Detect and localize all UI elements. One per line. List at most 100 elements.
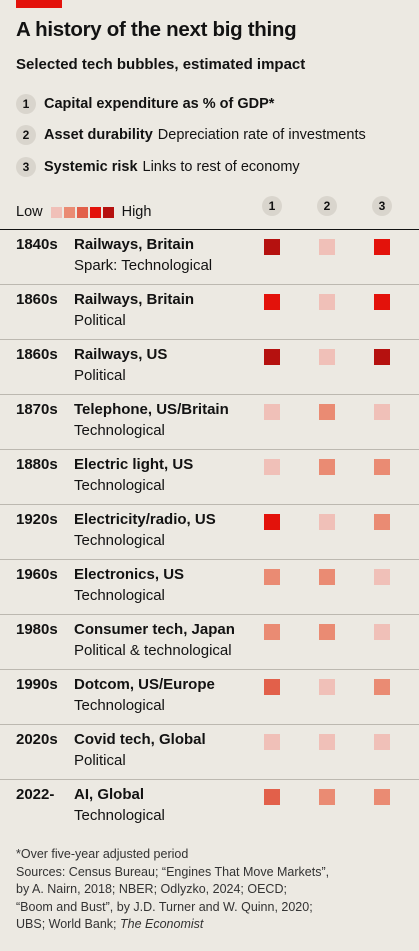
color-legend: Low High	[16, 202, 151, 222]
table-row: 1860s Railways, US Political	[0, 339, 419, 395]
impact-square-col-2	[319, 734, 335, 750]
key-number-3: 3	[16, 157, 36, 177]
row-spark: Technological	[74, 587, 165, 604]
key-number-2: 2	[16, 125, 36, 145]
row-name: Telephone, US/Britain	[74, 401, 229, 418]
table-row: 1960s Electronics, US Technological	[0, 559, 419, 615]
impact-square-col-3	[374, 239, 390, 255]
impact-square-col-2	[319, 514, 335, 530]
row-year: 1870s	[16, 401, 58, 418]
row-name: Electricity/radio, US	[74, 511, 216, 528]
footer-notes: *Over five-year adjusted period Sources:…	[16, 846, 411, 934]
sources-line-4-text: UBS; World Bank;	[16, 917, 117, 931]
row-year: 2022-	[16, 786, 55, 803]
key-item-1: 1 Capital expenditure as % of GDP*	[16, 93, 279, 115]
row-spark: Political	[74, 752, 126, 769]
table-row: 2020s Covid tech, Global Political	[0, 724, 419, 780]
sources-line-3: “Boom and Bust”, by J.D. Turner and W. Q…	[16, 899, 313, 914]
row-year: 2020s	[16, 731, 58, 748]
table-row: 1840s Railways, Britain Spark: Technologic…	[0, 229, 419, 285]
row-year: 1960s	[16, 566, 58, 583]
row-spark: Technological	[74, 697, 165, 714]
impact-square-col-2	[319, 404, 335, 420]
legend-swatch-3	[76, 206, 88, 218]
impact-square-col-2	[319, 569, 335, 585]
impact-square-col-2	[319, 349, 335, 365]
chart-subtitle: Selected tech bubbles, estimated impact	[16, 56, 306, 73]
impact-square-col-3	[374, 624, 390, 640]
table-row: 2022- AI, Global Technological	[0, 779, 419, 835]
impact-square-col-3	[374, 569, 390, 585]
impact-square-col-1	[264, 459, 280, 475]
row-year: 1860s	[16, 346, 58, 363]
key-desc-3: Links to rest of economy	[142, 159, 300, 175]
row-spark: Political	[74, 312, 126, 329]
row-year: 1840s	[16, 236, 58, 253]
legend-swatch-1	[50, 206, 62, 218]
row-name: Railways, US	[74, 346, 168, 363]
brand-red-bar	[16, 0, 62, 8]
impact-square-col-1	[264, 349, 280, 365]
row-name: Electric light, US	[74, 456, 194, 473]
impact-square-col-1	[264, 514, 280, 530]
legend-low-label: Low	[16, 204, 43, 220]
impact-square-col-1	[264, 679, 280, 695]
impact-square-col-1	[264, 569, 280, 585]
row-name: Covid tech, Global	[74, 731, 206, 748]
impact-square-col-1	[264, 294, 280, 310]
impact-square-col-1	[264, 624, 280, 640]
row-name: Railways, Britain	[74, 236, 195, 253]
table-row: 1860s Railways, Britain Political	[0, 284, 419, 340]
legend-swatches	[50, 206, 116, 218]
impact-square-col-2	[319, 624, 335, 640]
key-item-2: 2 Asset durability Depreciation rate of …	[16, 124, 366, 146]
row-name: Railways, Britain	[74, 291, 195, 308]
row-spark: Technological	[74, 477, 165, 494]
impact-square-col-1	[264, 789, 280, 805]
impact-square-col-1	[264, 734, 280, 750]
row-year: 1880s	[16, 456, 58, 473]
table-row: 1880s Electric light, US Technological	[0, 449, 419, 505]
row-year: 1980s	[16, 621, 58, 638]
impact-square-col-3	[374, 294, 390, 310]
key-desc-2: Depreciation rate of investments	[157, 127, 366, 143]
impact-square-col-1	[264, 404, 280, 420]
row-spark: Spark: Technological	[74, 257, 213, 274]
key-label-2: Asset durability	[44, 127, 153, 143]
row-name: Dotcom, US/Europe	[74, 676, 215, 693]
row-spark: Political	[74, 367, 126, 384]
key-label-1: Capital expenditure as % of GDP*	[44, 96, 275, 112]
sources-line-1: Sources: Census Bureau; “Engines That Mo…	[16, 864, 330, 879]
impact-square-col-3	[374, 349, 390, 365]
sources-line-4: UBS; World Bank; The Economist	[16, 916, 411, 934]
impact-square-col-3	[374, 734, 390, 750]
column-header-2: 2	[317, 196, 337, 216]
row-year: 1920s	[16, 511, 58, 528]
table-row: 1870s Telephone, US/Britain Technological	[0, 394, 419, 450]
footnote: *Over five-year adjusted period	[16, 847, 189, 861]
row-name: Consumer tech, Japan	[74, 621, 235, 638]
row-year: 1860s	[16, 291, 58, 308]
impact-square-col-2	[319, 679, 335, 695]
key-label-3: Systemic risk	[44, 159, 138, 175]
row-year: 1990s	[16, 676, 58, 693]
column-header-3: 3	[372, 196, 392, 216]
key-item-3: 3 Systemic risk Links to rest of economy	[16, 156, 300, 178]
column-header-1: 1	[262, 196, 282, 216]
sources-line-2: by A. Nairn, 2018; NBER; Odlyzko, 2024; …	[16, 882, 287, 896]
legend-swatch-4	[89, 206, 101, 218]
legend-swatch-2	[63, 206, 75, 218]
impact-square-col-2	[319, 789, 335, 805]
row-name: AI, Global	[74, 786, 145, 803]
impact-square-col-1	[264, 239, 280, 255]
key-number-1: 1	[16, 94, 36, 114]
row-spark: Political & technological	[74, 642, 232, 659]
publisher-name: The Economist	[120, 917, 204, 931]
impact-square-col-3	[374, 459, 390, 475]
impact-square-col-2	[319, 239, 335, 255]
legend-high-label: High	[121, 204, 152, 220]
row-spark: Technological	[74, 532, 165, 549]
row-spark: Technological	[74, 807, 165, 824]
table-row: 1980s Consumer tech, Japan Political & tec…	[0, 614, 419, 670]
table-row: 1990s Dotcom, US/Europe Technological	[0, 669, 419, 725]
